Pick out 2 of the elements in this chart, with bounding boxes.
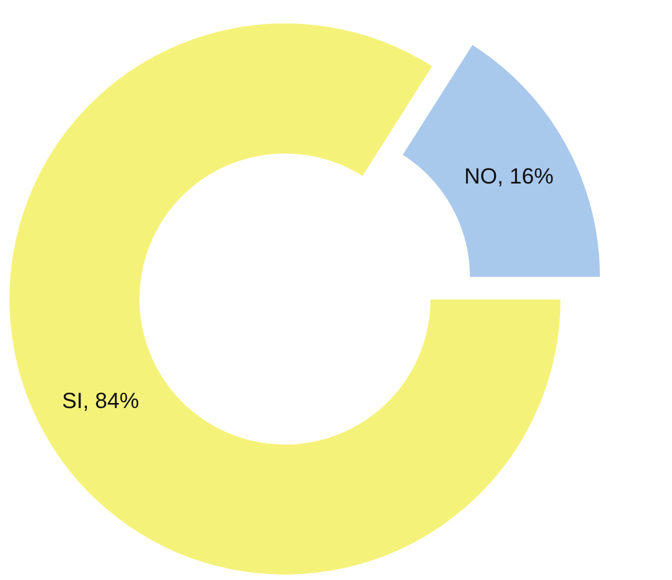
slice-label: NO, 16% — [464, 163, 554, 188]
slice-label: SI, 84% — [62, 388, 140, 413]
